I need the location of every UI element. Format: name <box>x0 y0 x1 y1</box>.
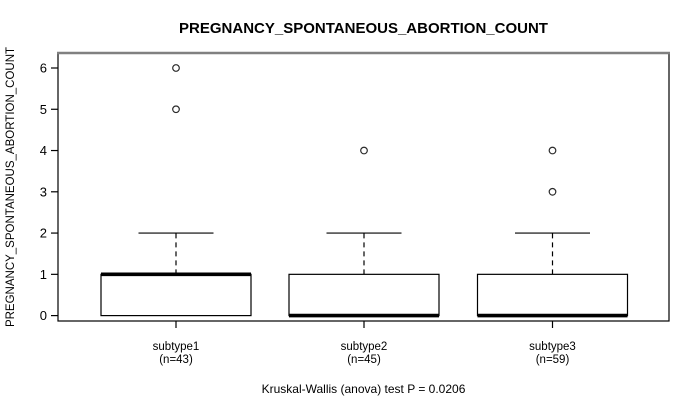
y-tick-label: 6 <box>40 61 47 76</box>
y-tick-label: 0 <box>40 308 47 323</box>
group-label: subtype3 <box>529 341 576 353</box>
outlier-point <box>360 146 368 155</box>
iqr-box <box>476 273 629 317</box>
outlier-point <box>548 146 557 155</box>
group-sublabel: (n=45) <box>347 354 381 366</box>
iqr-box <box>100 273 252 317</box>
y-tick-label: 4 <box>40 143 47 158</box>
stat-test-caption: Kruskal-Wallis (anova) test P = 0.0206 <box>261 382 466 396</box>
y-tick-label: 2 <box>40 226 47 241</box>
outlier-point <box>172 105 180 114</box>
group-sublabel: (n=43) <box>159 354 193 366</box>
y-tick-label: 3 <box>40 184 47 199</box>
y-tick-label: 1 <box>40 267 47 282</box>
group-label: subtype1 <box>153 341 200 353</box>
outlier-point <box>172 64 180 72</box>
outlier-point <box>548 187 557 196</box>
chart-title: PREGNANCY_SPONTANEOUS_ABORTION_COUNT <box>179 20 548 37</box>
iqr-box <box>288 273 440 317</box>
y-tick-label: 5 <box>40 102 47 117</box>
group-sublabel: (n=59) <box>536 354 570 366</box>
group-label: subtype2 <box>341 341 388 353</box>
